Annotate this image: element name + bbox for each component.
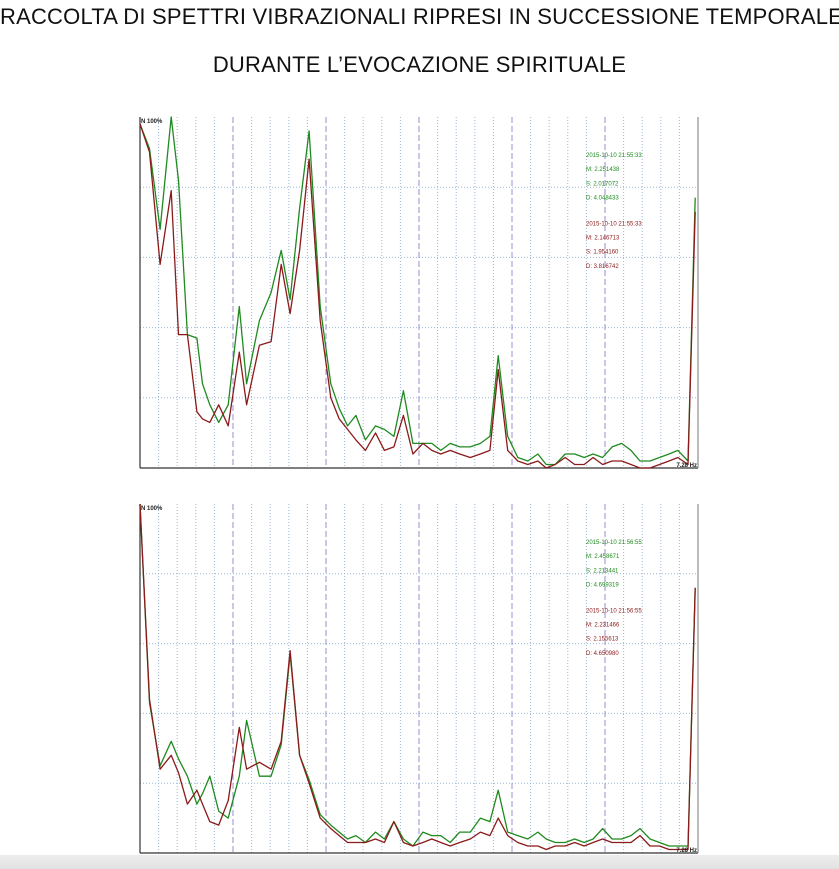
y-axis-top-label: N 100% [141, 119, 163, 125]
legend-green-line: 2015-10-10 21:55:33 [586, 153, 642, 159]
legend-red-line: 2015-10-10 21:55:33 [586, 221, 642, 227]
legend-red-line: S: 1.954160 [586, 250, 619, 256]
spectrum-chart-2-svg: N 100% 7.28 Hz 2015-10-10 21:56:55 M: 2.458… [139, 503, 699, 854]
x-axis-right-label: 7.28 Hz [676, 848, 697, 854]
series-line-green [139, 503, 696, 847]
legend-red-line: 2015-10-10 21:56:55 [586, 608, 642, 614]
legend-green-line: S: 2.213441 [586, 568, 619, 574]
legend-red-line: D: 4.650980 [586, 651, 619, 657]
series-line-green [139, 116, 696, 466]
legend-green-line: M: 2.458671 [586, 554, 620, 560]
series-line-red [139, 503, 696, 851]
bottom-band [0, 855, 839, 869]
legend-green-line: 2015-10-10 21:56:55 [586, 540, 642, 546]
series-line-red [139, 123, 696, 469]
x-axis-right-label: 7.28 Hz [676, 463, 697, 469]
legend-green-line: S: 2.017072 [586, 181, 619, 187]
page-title-line-2: DURANTE L’EVOCAZIONE SPIRITUALE [212, 52, 627, 77]
y-axis-top-label: N 100% [141, 506, 163, 512]
page-title-line-1: RACCOLTA DI SPETTRI VIBRAZIONALI RIPRESI… [0, 4, 839, 29]
legend-green-line: D: 4.048433 [586, 196, 619, 202]
legend-red-line: S: 2.155613 [586, 637, 619, 643]
spectrum-chart-1-svg: N 100% 7.28 Hz 2015-10-10 21:55:33 M: 2.251… [139, 116, 699, 469]
legend-red-line: M: 2.146713 [586, 236, 620, 242]
spectrum-chart-1: N 100% 7.28 Hz 2015-10-10 21:55:33 M: 2.251… [138, 115, 700, 469]
legend-green-line: D: 4.699319 [586, 583, 619, 589]
legend-red-line: M: 2.231466 [586, 623, 620, 629]
spectrum-chart-2: N 100% 7.28 Hz 2015-10-10 21:56:55 M: 2.458… [138, 502, 700, 854]
legend-red-line: D: 3.816742 [586, 264, 619, 270]
legend-green-line: M: 2.251438 [586, 167, 620, 173]
